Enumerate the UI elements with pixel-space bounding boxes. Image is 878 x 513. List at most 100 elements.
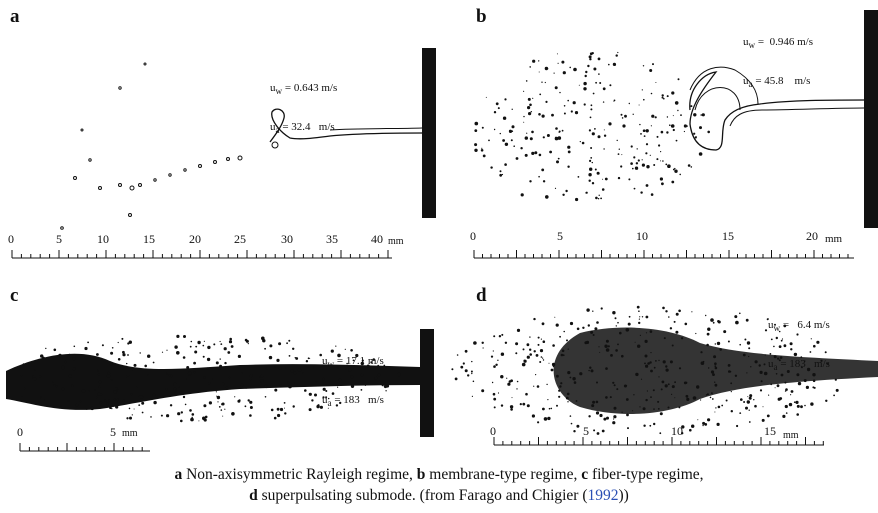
spray-droplet <box>177 412 181 416</box>
spray-droplet <box>641 89 643 91</box>
panel-d: d uw = 6.4 m/s ua = 183 m/s 0 5 10 15 mm <box>440 285 878 455</box>
spray-droplet <box>603 129 605 131</box>
spray-droplet <box>675 330 679 334</box>
spray-droplet <box>182 356 186 359</box>
spray-droplet <box>711 392 713 394</box>
spray-droplet <box>714 383 718 387</box>
spray-droplet <box>683 381 687 385</box>
spray-droplet <box>501 333 504 336</box>
spray-droplet <box>511 397 513 399</box>
spray-droplet <box>106 374 111 378</box>
spray-droplet <box>279 407 284 412</box>
spray-droplet <box>774 323 776 326</box>
spray-droplet <box>228 340 233 344</box>
spray-droplet <box>305 360 309 363</box>
spray-droplet <box>215 361 219 365</box>
spray-droplet <box>493 365 496 368</box>
spray-droplet <box>736 424 739 428</box>
spray-droplet <box>178 386 180 388</box>
spray-droplet <box>335 404 339 407</box>
spray-droplet <box>534 151 538 155</box>
spray-droplet <box>700 351 703 354</box>
spray-droplet <box>383 384 388 389</box>
spray-droplet <box>666 116 669 118</box>
spray-droplet <box>224 408 226 410</box>
spray-droplet <box>224 361 227 365</box>
citation-link[interactable]: 1992 <box>587 487 619 504</box>
spray-droplet <box>702 424 704 427</box>
spray-droplet <box>715 407 717 409</box>
spray-droplet <box>730 410 733 413</box>
spray-droplet <box>500 352 505 356</box>
spray-droplet <box>592 92 595 95</box>
spray-droplet <box>40 396 42 399</box>
spray-droplet <box>573 381 577 384</box>
spray-droplet <box>790 348 793 351</box>
spray-droplet <box>538 60 540 62</box>
spray-droplet <box>290 369 294 373</box>
spray-droplet <box>697 419 699 421</box>
spray-droplet <box>551 362 556 367</box>
spray-droplet <box>746 372 748 374</box>
spray-droplet <box>614 317 617 320</box>
spray-droplet <box>307 357 310 360</box>
spray-droplet <box>499 173 503 177</box>
nozzle-plate <box>420 329 434 437</box>
spray-droplet <box>764 354 766 356</box>
spray-droplet <box>150 416 152 418</box>
spray-droplet <box>690 105 693 108</box>
spray-droplet <box>778 359 781 362</box>
spray-droplet <box>598 194 600 196</box>
spray-droplet <box>612 311 616 315</box>
spray-droplet <box>599 82 602 84</box>
spray-droplet <box>673 320 676 323</box>
spray-droplet <box>625 328 630 332</box>
spray-droplet <box>705 394 708 396</box>
spray-droplet <box>274 388 278 392</box>
spray-droplet <box>567 145 571 149</box>
spray-droplet <box>128 407 131 410</box>
spray-droplet <box>668 316 670 318</box>
spray-droplet <box>327 407 329 409</box>
spray-droplet <box>377 364 380 367</box>
panel-b-label: b <box>476 6 487 27</box>
spray-droplet <box>587 64 590 68</box>
spray-droplet <box>810 338 812 340</box>
spray-droplet <box>139 352 141 354</box>
spray-droplet <box>716 341 721 346</box>
spray-droplet <box>613 415 617 419</box>
spray-dots <box>20 334 401 423</box>
spray-droplet <box>777 357 780 360</box>
spray-droplet <box>605 396 608 399</box>
spray-droplet <box>472 380 475 383</box>
spray-droplet <box>101 344 104 347</box>
spray-droplet <box>594 127 596 130</box>
spray-droplet <box>636 305 640 309</box>
spray-droplet <box>607 345 610 348</box>
spray-droplet <box>68 353 71 356</box>
spray-droplet <box>671 180 675 184</box>
spray-droplet <box>671 91 675 95</box>
spray-droplet <box>556 53 558 55</box>
spray-droplet <box>561 60 565 64</box>
spray-droplet <box>495 102 499 106</box>
spray-droplet <box>183 335 186 338</box>
spray-droplet <box>588 55 592 59</box>
spray-droplet <box>573 67 577 72</box>
spray-droplet <box>727 340 730 343</box>
spray-droplet <box>498 335 502 338</box>
spray-droplet <box>613 418 615 420</box>
spray-droplet <box>471 395 473 397</box>
spray-droplet <box>660 388 663 391</box>
spray-droplet <box>526 355 530 359</box>
spray-droplet <box>641 316 644 318</box>
spray-droplet <box>625 398 629 401</box>
spray-droplet <box>524 153 528 157</box>
spray-droplet <box>567 371 571 375</box>
spray-droplet <box>590 147 593 149</box>
spray-droplet <box>97 373 101 376</box>
spray-droplet <box>261 336 265 341</box>
spray-droplet <box>554 316 556 318</box>
spray-droplet <box>284 407 285 409</box>
spray-droplet <box>573 430 576 433</box>
